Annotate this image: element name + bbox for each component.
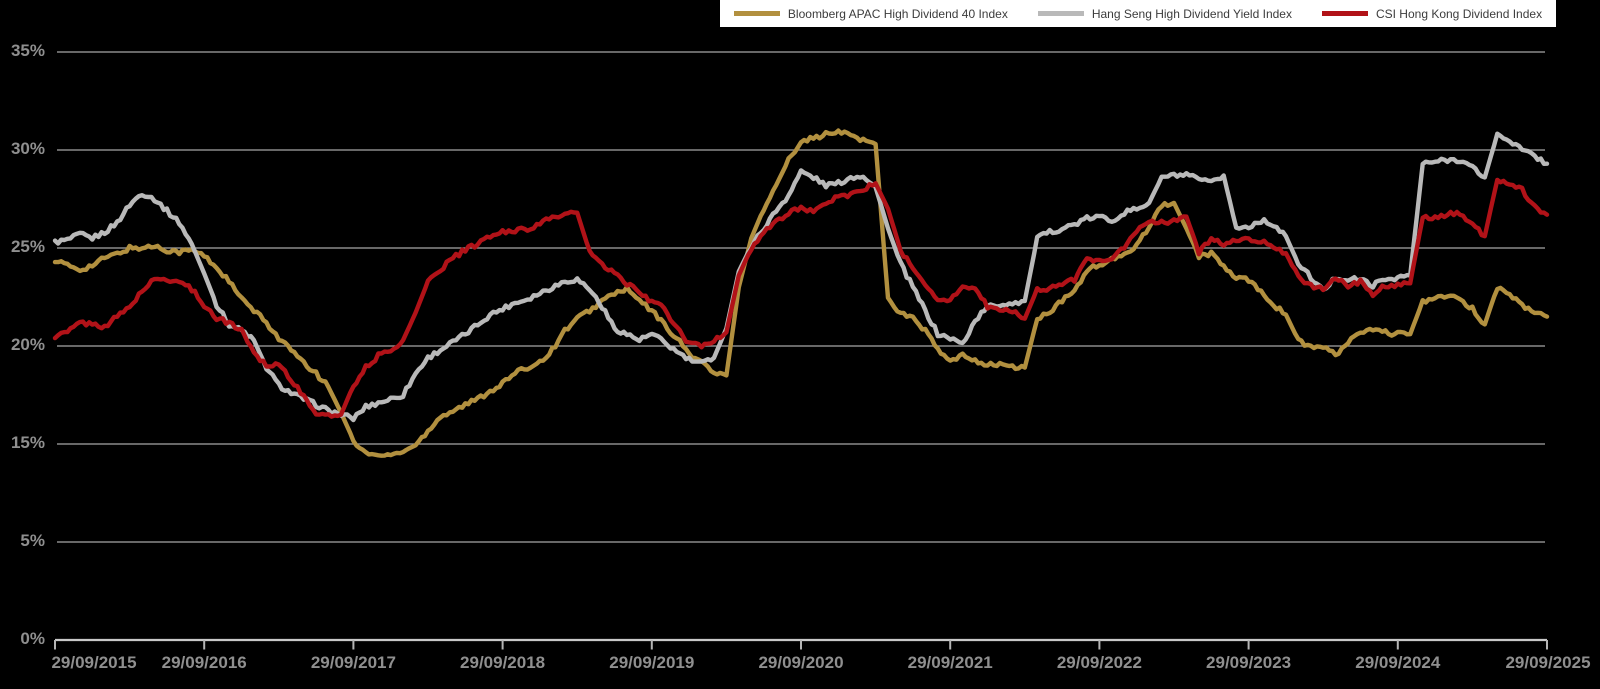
legend-swatch-icon (733, 11, 780, 16)
y-axis-label-30%: 30% (10, 139, 45, 158)
x-axis-label-29-09-2023: 29/09/2023 (1206, 653, 1292, 672)
x-axis-label-29-09-2024: 29/09/2024 (1355, 653, 1441, 672)
x-axis-label-29-09-2019: 29/09/2019 (609, 653, 695, 672)
legend-label: CSI Hong Kong Dividend Index (1375, 6, 1543, 21)
legend-item-csi-hong-kong[interactable]: CSI Hong Kong Dividend Index (1321, 6, 1543, 21)
x-axis-label-29-09-2015: 29/09/2015 (51, 653, 137, 672)
y-axis-label-5%: 5% (20, 531, 45, 550)
legend-label: Bloomberg APAC High Dividend 40 Index (787, 6, 1008, 21)
x-axis-label-29-09-2021: 29/09/2021 (907, 653, 993, 672)
x-axis-label-29-09-2022: 29/09/2022 (1056, 653, 1142, 672)
legend-item-hang-seng[interactable]: Hang Seng High Dividend Yield Index (1037, 6, 1292, 21)
legend-swatch-icon (1037, 11, 1084, 16)
x-axis-label-29-09-2017: 29/09/2017 (310, 653, 396, 672)
x-axis-label-29-09-2020: 29/09/2020 (758, 653, 844, 672)
series-line-csi-hong-kong (52, 177, 1550, 419)
y-axis-label-20%: 20% (10, 335, 45, 354)
legend: Bloomberg APAC High Dividend 40 Index Han… (720, 0, 1556, 27)
legend-swatch-icon (1321, 11, 1368, 16)
y-axis-label-35%: 35% (10, 41, 45, 60)
legend-label: Hang Seng High Dividend Yield Index (1091, 6, 1292, 21)
series-line-bloomberg-apac (52, 128, 1550, 458)
legend-item-bloomberg-apac[interactable]: Bloomberg APAC High Dividend 40 Index (733, 6, 1008, 21)
y-axis-label-0%: 0% (20, 629, 45, 648)
x-axis-label-29-09-2018: 29/09/2018 (460, 653, 546, 672)
y-axis-label-25%: 25% (10, 237, 45, 256)
series-line-hang-seng (52, 131, 1550, 423)
x-axis-label-29-09-2025: 29/09/2025 (1505, 653, 1591, 672)
y-axis-label-15%: 15% (10, 433, 45, 452)
x-axis-label-29-09-2016: 29/09/2016 (161, 653, 247, 672)
